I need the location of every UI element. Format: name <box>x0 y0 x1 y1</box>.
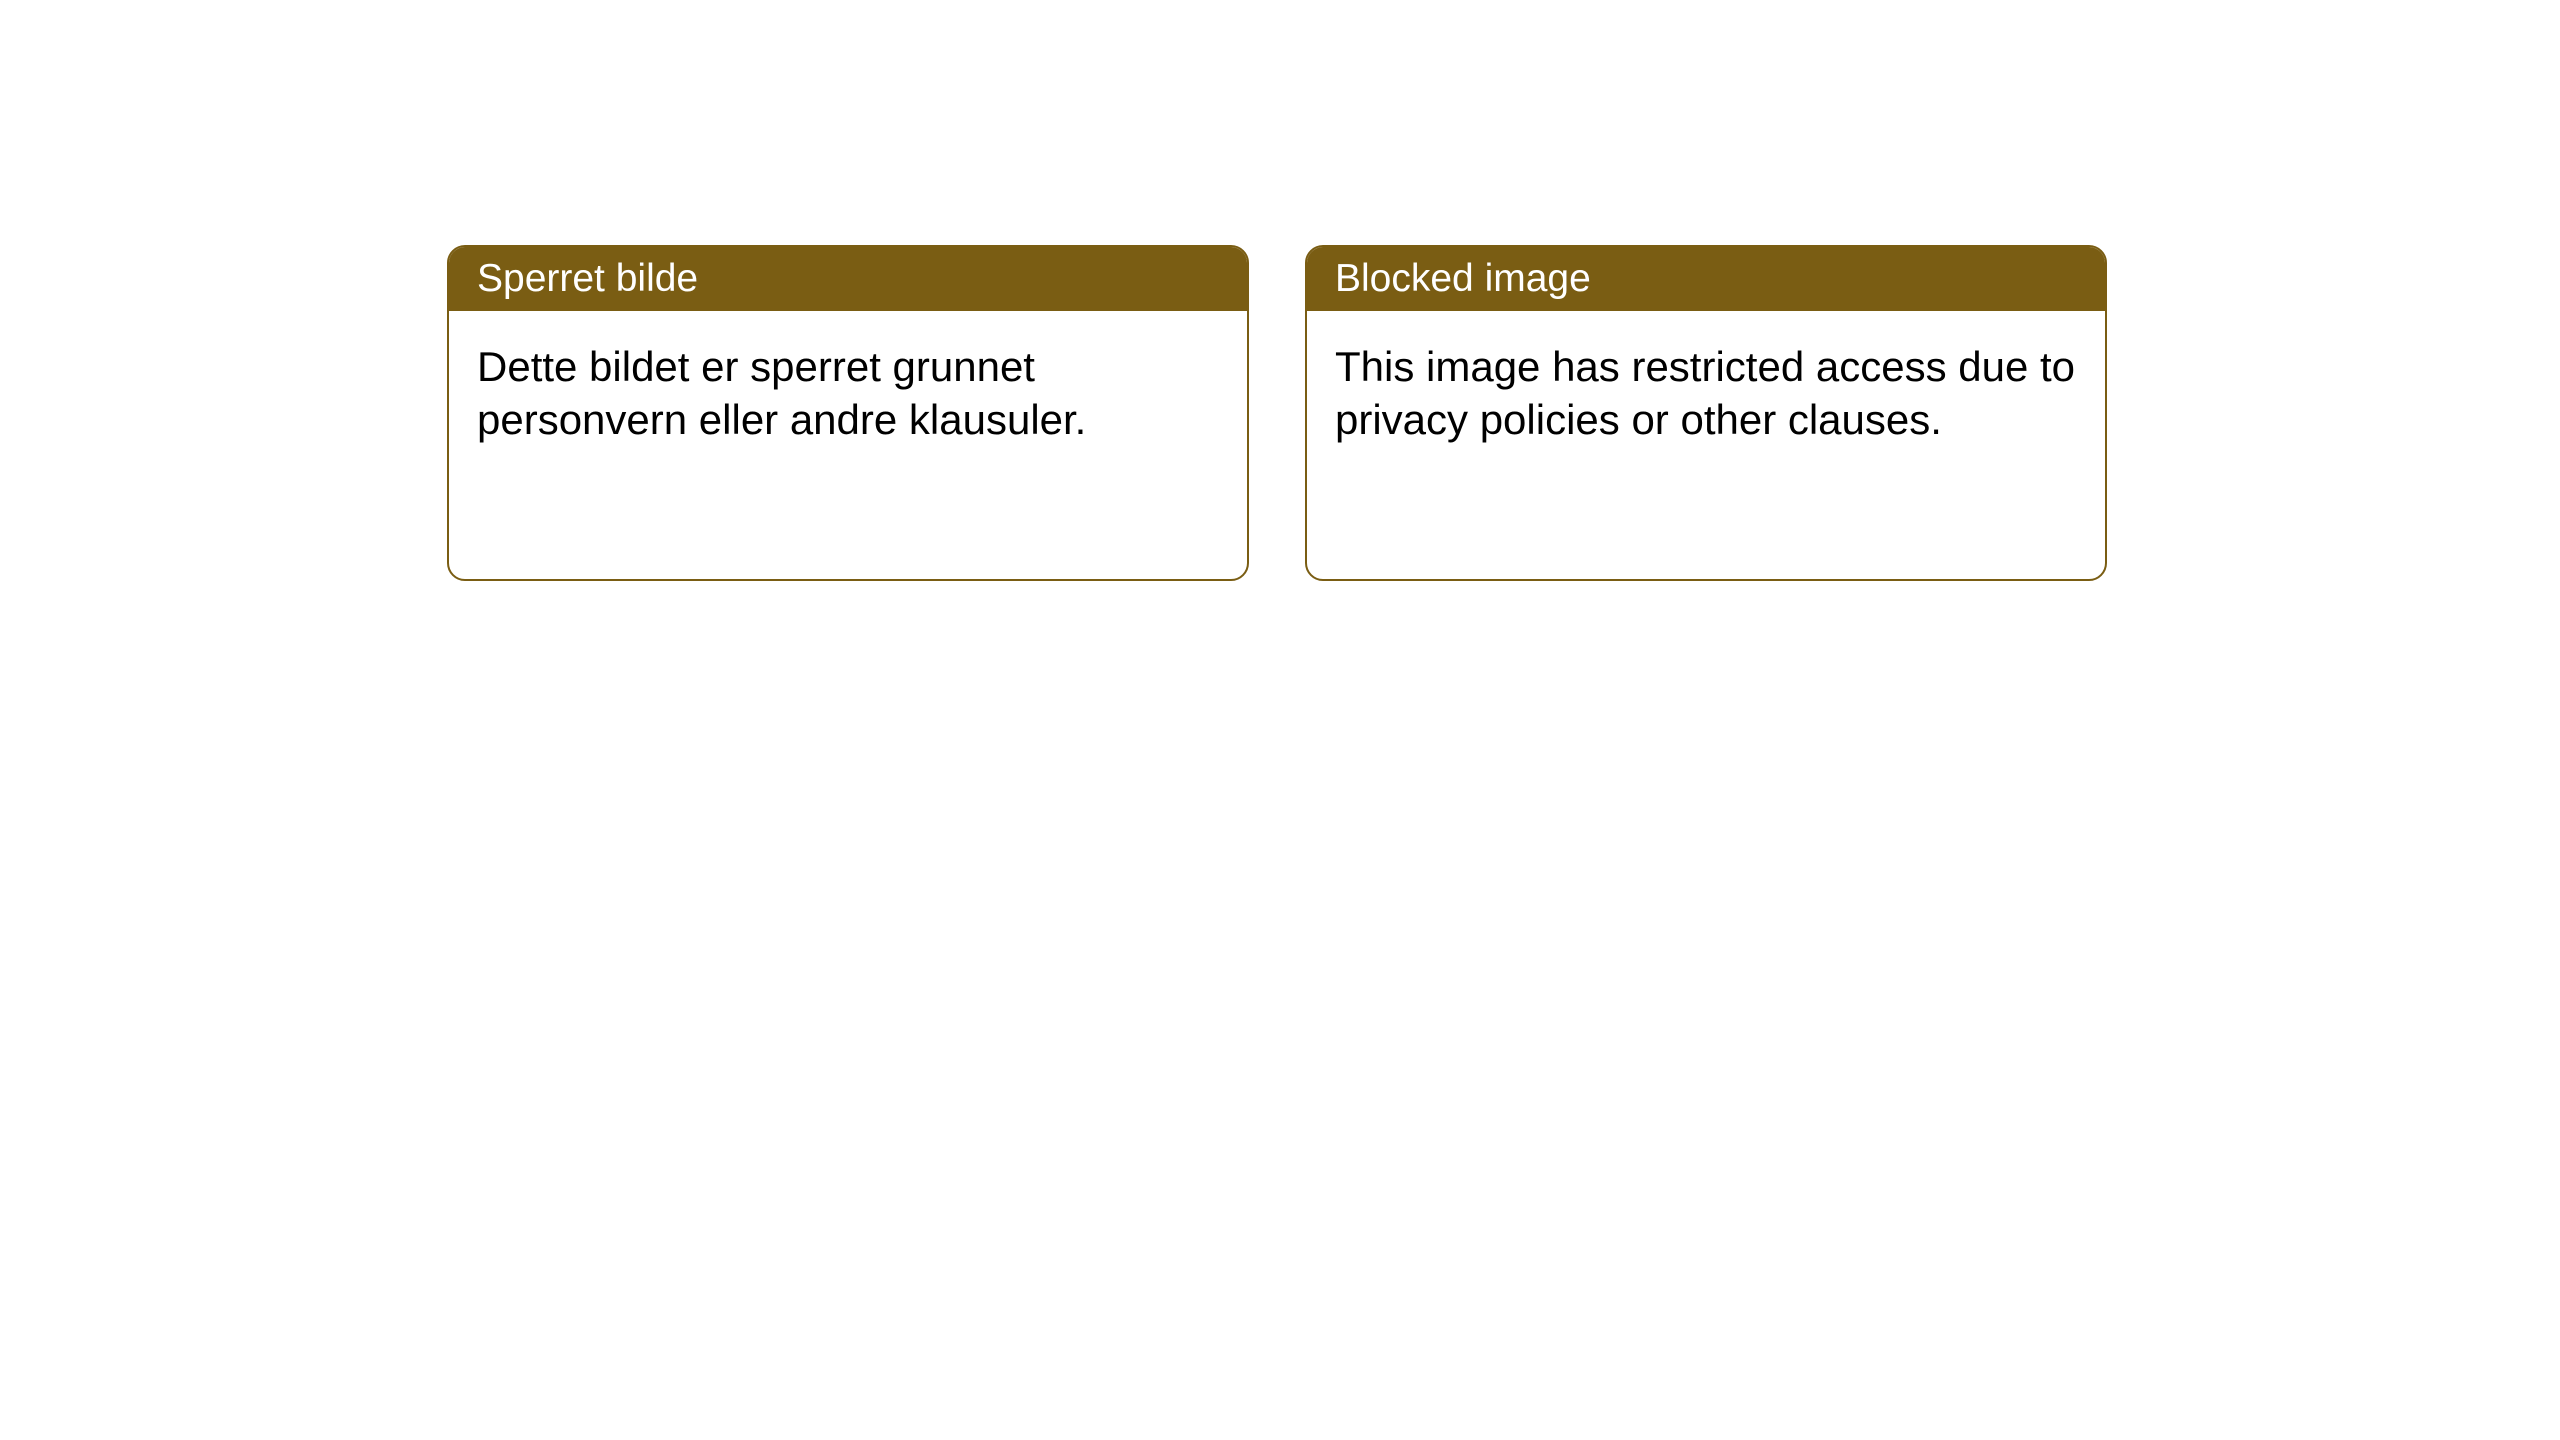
notices-container: Sperret bilde Dette bildet er sperret gr… <box>447 245 2107 581</box>
notice-text-norwegian: Dette bildet er sperret grunnet personve… <box>477 343 1086 443</box>
notice-title-english: Blocked image <box>1335 257 1591 300</box>
notice-header-english: Blocked image <box>1307 247 2105 311</box>
notice-title-norwegian: Sperret bilde <box>477 257 698 300</box>
notice-body-norwegian: Dette bildet er sperret grunnet personve… <box>449 311 1247 476</box>
notice-body-english: This image has restricted access due to … <box>1307 311 2105 476</box>
notice-text-english: This image has restricted access due to … <box>1335 343 2075 443</box>
notice-card-english: Blocked image This image has restricted … <box>1305 245 2107 581</box>
notice-header-norwegian: Sperret bilde <box>449 247 1247 311</box>
notice-card-norwegian: Sperret bilde Dette bildet er sperret gr… <box>447 245 1249 581</box>
